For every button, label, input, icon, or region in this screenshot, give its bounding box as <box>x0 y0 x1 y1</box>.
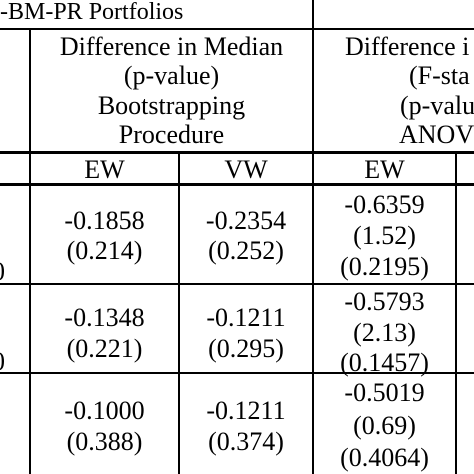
anova-ew-fstat: (2.13) <box>353 318 416 347</box>
anova-header-line-1: Difference i <box>345 32 470 61</box>
anova-ew-fstat: (1.52) <box>353 221 416 250</box>
median-header-line-2: (p-value) <box>123 61 220 90</box>
median-ew-pvalue: (0.221) <box>66 334 143 363</box>
median-header-line-1: Difference in Median <box>59 32 284 61</box>
col-divider-anova <box>312 0 314 474</box>
median-vw-diff: -0.1211 <box>206 303 286 332</box>
anova-ew-pvalue: (0.2195) <box>340 252 429 281</box>
rule-below-caption <box>0 28 474 30</box>
table-caption: -BM-PR Portfolios <box>0 0 184 25</box>
rule-below-row-1 <box>0 283 474 285</box>
median-ew-diff: -0.1858 <box>64 206 145 235</box>
subheader-median-vw: VW <box>224 155 268 184</box>
row-label-fragment: 0 <box>0 349 5 375</box>
anova-ew-pvalue: (0.1457) <box>340 348 429 377</box>
rule-below-subheader <box>0 183 474 186</box>
row-label-fragment: 0 <box>0 259 5 285</box>
median-vw-pvalue: (0.252) <box>208 236 284 265</box>
anova-ew-diff: -0.5793 <box>344 287 425 316</box>
anova-ew-pvalue: (0.4064) <box>340 443 429 472</box>
median-ew-pvalue: (0.388) <box>66 427 143 456</box>
median-vw-pvalue: (0.295) <box>208 334 284 363</box>
median-header-line-4: Procedure <box>118 120 225 149</box>
median-header-line-3: Bootstrapping <box>97 91 246 120</box>
col-divider-anova-right <box>455 151 457 474</box>
median-ew-pvalue: (0.214) <box>66 236 143 265</box>
anova-ew-diff: -0.5019 <box>344 378 425 407</box>
anova-header-line-2: (F-sta <box>409 61 470 90</box>
subheader-median-ew: EW <box>84 155 125 184</box>
col-divider-median-vw <box>178 151 180 474</box>
median-vw-diff: -0.1211 <box>206 396 286 425</box>
anova-header-line-4: ANOV <box>399 120 474 149</box>
median-vw-pvalue: (0.374) <box>208 427 284 456</box>
anova-ew-fstat: (0.69) <box>353 411 416 440</box>
anova-header-line-3: (p-valu <box>400 91 474 120</box>
subheader-anova-ew: EW <box>364 155 405 184</box>
rule-below-group-header <box>0 151 474 154</box>
anova-ew-diff: -0.6359 <box>344 190 425 219</box>
median-vw-diff: -0.2354 <box>205 206 287 235</box>
median-ew-diff: -0.1000 <box>64 396 145 425</box>
col-divider-left <box>29 28 31 474</box>
rule-below-row-2 <box>0 372 474 374</box>
median-ew-diff: -0.1348 <box>64 303 145 332</box>
